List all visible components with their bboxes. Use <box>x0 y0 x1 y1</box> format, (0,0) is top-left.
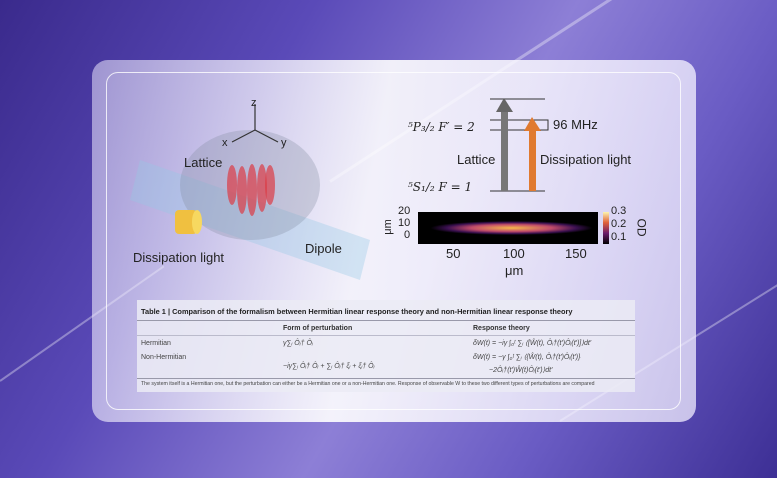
absorption-image <box>418 212 598 244</box>
table-footnote: The system itself is a Hermitian one, bu… <box>141 381 595 387</box>
detuning-label: 96 MHz <box>553 117 598 132</box>
upper-level-label: ⁵P₃/₂ F′ = 2 <box>408 120 475 134</box>
y-tick: 20 <box>398 205 411 217</box>
x-tick: 50 <box>446 246 461 261</box>
dissipation-arrow <box>529 130 536 191</box>
lattice-illustration <box>130 104 370 280</box>
x-tick: 150 <box>565 246 587 261</box>
axes-icon <box>231 104 279 143</box>
y-tick: 0 <box>404 229 411 241</box>
lower-level-label: ⁵S₁/₂ F = 1 <box>408 180 473 194</box>
lattice-arrow <box>501 110 508 191</box>
dissipation-transition-label: Dissipation light <box>540 152 632 167</box>
response-cell: δW(t) = −γ ∫₀ᵗ ∑ᵢ ⟨{Ŵ(t), Ôᵢ†(t′)Ôᵢ(t′)} <box>473 354 581 361</box>
x-axis-label: μm <box>505 263 524 278</box>
dissipation-label: Dissipation light <box>133 250 225 265</box>
row-label: Non-Hermitian <box>141 354 187 361</box>
axis-x: x <box>222 137 228 149</box>
dipole-label: Dipole <box>305 241 342 256</box>
x-tick: 100 <box>503 246 525 261</box>
dissipation-laser-icon <box>175 210 202 234</box>
dipole-beam <box>130 160 370 280</box>
comparison-table: Table 1 | Comparison of the formalism be… <box>137 300 635 392</box>
response-cell: δW(t) = −iγ ∫₀ᵗ ∑ᵢ ⟨[Ŵ(t), Ôᵢ†(t′)Ôᵢ(t′)… <box>473 340 592 347</box>
y-axis-label: μm <box>381 219 394 235</box>
column-header: Response theory <box>473 325 530 332</box>
lattice-label: Lattice <box>184 155 223 170</box>
colorbar <box>603 212 609 244</box>
colorbar-tick: 0.3 <box>611 205 627 217</box>
panel-frame <box>106 72 681 410</box>
axis-y: y <box>281 137 287 149</box>
perturbation-cell: −iγ∑ᵢ Ôᵢ† Ôᵢ + ∑ᵢ Ôᵢ† ξᵢ + ξᵢ† Ôᵢ <box>283 363 375 370</box>
level-diagram <box>490 98 549 192</box>
response-cell-cont: −2Ôᵢ†(t′)Ŵ(t)Ôᵢ(t′)⟩dt′ <box>489 367 553 374</box>
table-title: Table 1 | Comparison of the formalism be… <box>141 307 573 316</box>
row-label: Hermitian <box>141 340 171 347</box>
colorbar-label: OD <box>634 218 649 237</box>
lattice-transition-label: Lattice <box>457 152 496 167</box>
atom-clouds <box>227 164 275 216</box>
perturbation-cell: γ∑ᵢ Ôᵢ† Ôᵢ <box>283 340 313 347</box>
axis-z: z <box>251 97 257 109</box>
y-tick: 10 <box>398 217 411 229</box>
colorbar-tick: 0.1 <box>611 231 627 243</box>
colorbar-tick: 0.2 <box>611 218 627 230</box>
column-header: Form of perturbation <box>283 325 353 332</box>
